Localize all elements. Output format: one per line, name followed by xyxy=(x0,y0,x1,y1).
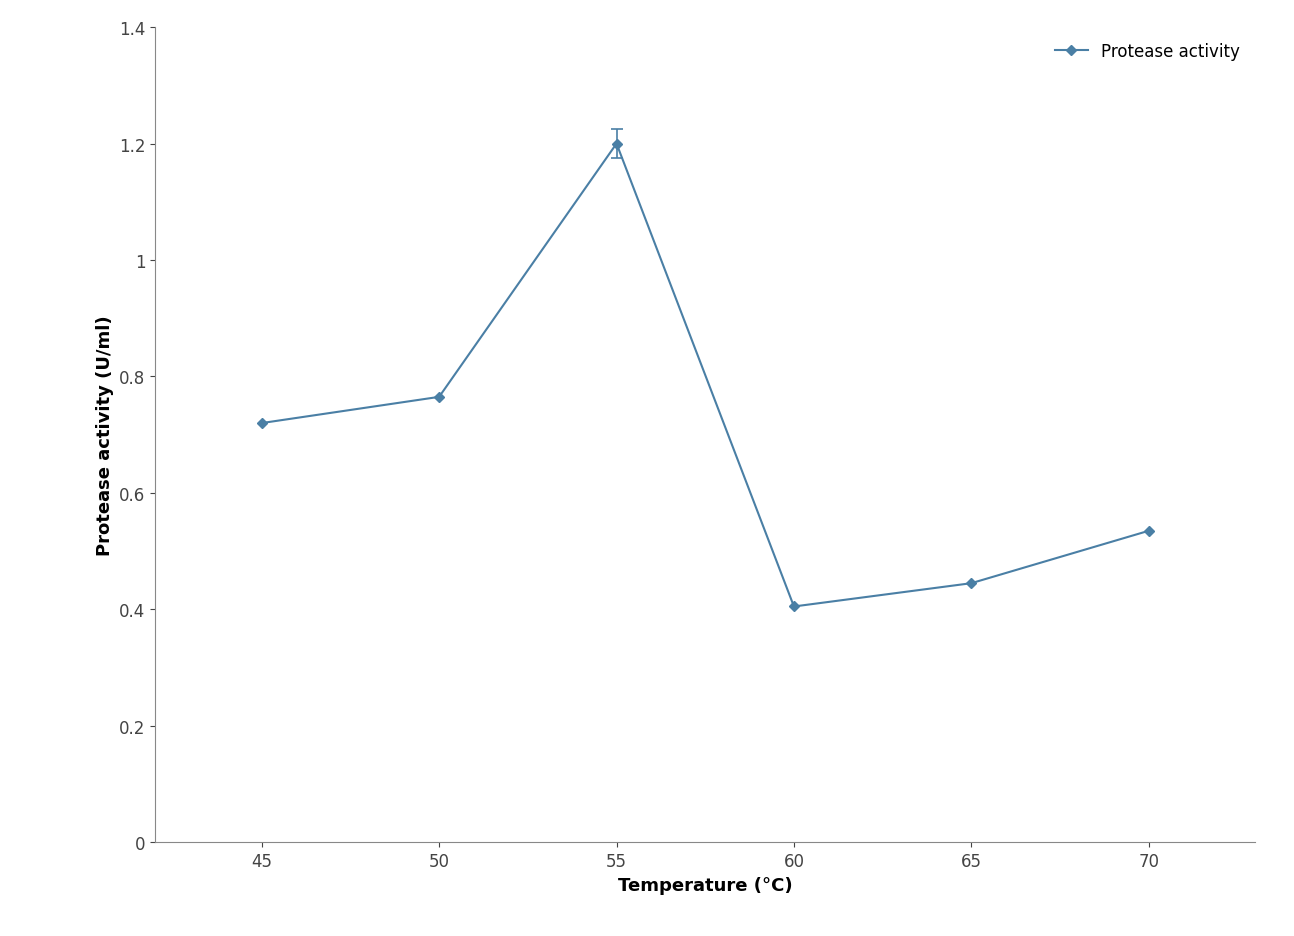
Legend: Protease activity: Protease activity xyxy=(1048,37,1247,67)
Line: Protease activity: Protease activity xyxy=(259,141,1152,610)
Protease activity xyxy=(787,601,802,612)
X-axis label: Temperature (°C): Temperature (°C) xyxy=(619,876,792,894)
Protease activity xyxy=(964,578,980,589)
Protease activity xyxy=(431,392,446,403)
Y-axis label: Protease activity (U/ml): Protease activity (U/ml) xyxy=(96,315,114,555)
Protease activity xyxy=(254,418,269,430)
Protease activity xyxy=(1141,526,1157,537)
Protease activity xyxy=(608,139,624,150)
